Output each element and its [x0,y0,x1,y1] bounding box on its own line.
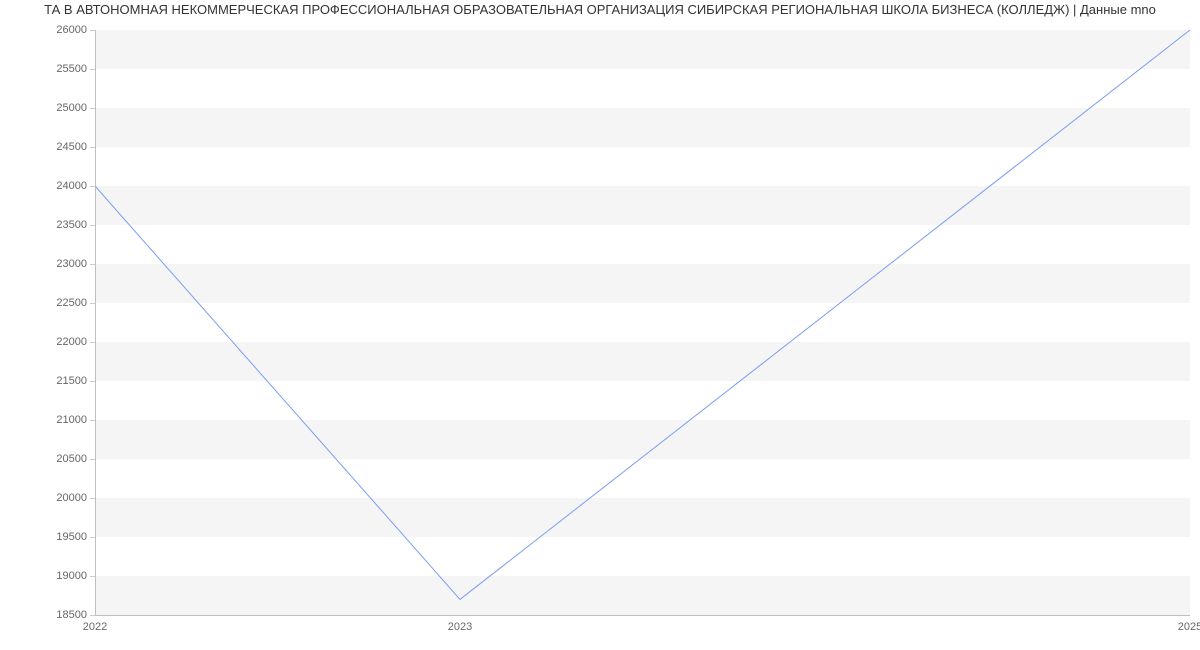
chart-container: ТА В АВТОНОМНАЯ НЕКОММЕРЧЕСКАЯ ПРОФЕССИО… [0,0,1200,650]
x-tick-label: 2022 [83,615,107,633]
y-axis-line [95,30,96,615]
chart-title: ТА В АВТОНОМНАЯ НЕКОММЕРЧЕСКАЯ ПРОФЕССИО… [0,2,1200,17]
line-layer [95,30,1190,615]
x-axis-line [95,615,1190,616]
x-tick-label: 2023 [448,615,472,633]
x-tick-label: 2025 [1178,615,1200,633]
plot-area: 1850019000195002000020500210002150022000… [95,30,1190,615]
series-line [95,30,1190,599]
